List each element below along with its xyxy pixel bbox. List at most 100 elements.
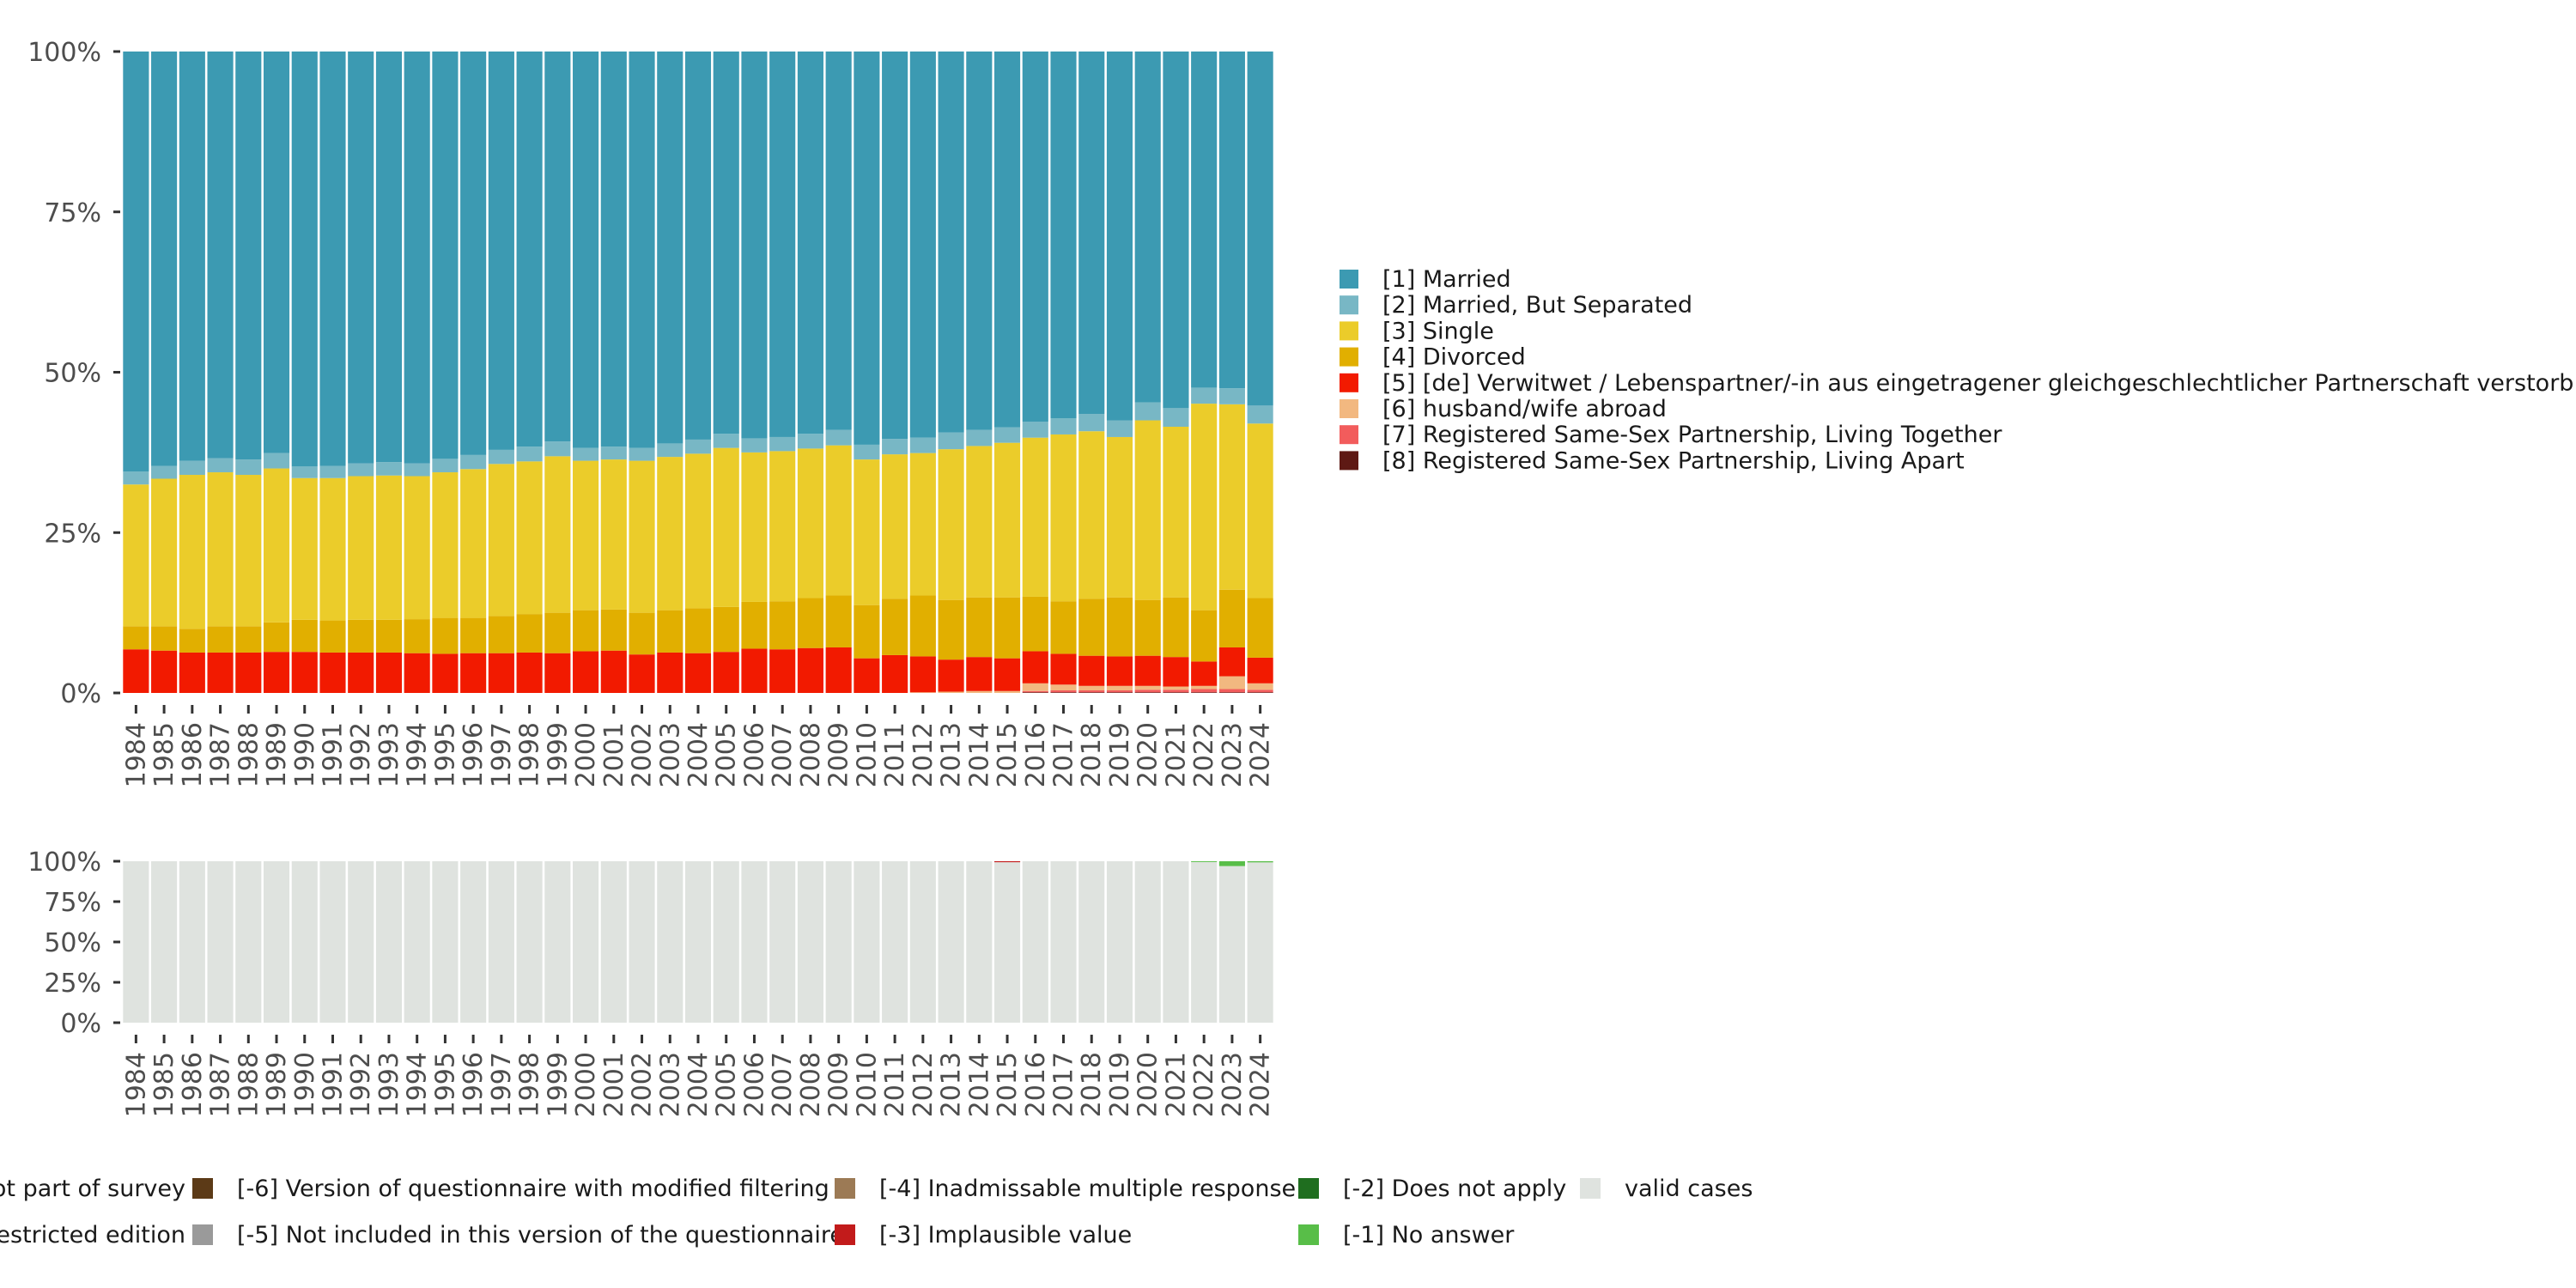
bar-segment — [1163, 408, 1189, 427]
bar-segment — [1050, 434, 1077, 602]
x-tick-label: 2013 — [937, 1052, 967, 1117]
bar-segment — [179, 460, 205, 476]
bar-segment — [1022, 692, 1048, 693]
bar-segment — [1050, 52, 1077, 419]
bar-segment — [319, 52, 346, 466]
bar-segment — [993, 442, 1021, 598]
bar-segment — [432, 617, 459, 654]
bar-segment — [1050, 601, 1077, 654]
bar-segment — [713, 434, 739, 448]
bar-segment — [629, 612, 655, 655]
x-tick-label: 2023 — [1218, 1052, 1248, 1117]
panel-marital-status: 0%25%50%75%100%1984198519861987198819891… — [27, 38, 1275, 787]
bar-segment — [909, 656, 936, 693]
bar-segment — [516, 52, 543, 447]
bar-segment — [1022, 651, 1048, 683]
bar-segment — [460, 653, 487, 693]
bar-segment — [1191, 387, 1218, 404]
bar-segment — [938, 432, 964, 450]
bar-segment — [375, 652, 403, 693]
legend-swatch — [1340, 373, 1358, 392]
bar-segment — [1078, 690, 1105, 693]
x-tick-label: 2007 — [768, 1052, 798, 1117]
bar-segment — [1106, 436, 1133, 598]
x-tick-label: 2014 — [964, 1052, 994, 1117]
x-tick-label: 1992 — [346, 1052, 376, 1117]
bar-segment — [600, 609, 627, 651]
bar-segment — [123, 626, 149, 650]
bar-segment — [1134, 655, 1161, 686]
bar-segment — [1218, 647, 1245, 677]
x-tick-label: 1984 — [121, 722, 151, 787]
x-tick-label: 2002 — [628, 722, 658, 787]
legend-label: [3] Single — [1382, 318, 1494, 344]
x-tick-label: 2016 — [1021, 1052, 1051, 1117]
bar-segment — [684, 608, 712, 653]
legend-label: [1] Married — [1382, 266, 1511, 293]
bar-segment — [966, 429, 993, 447]
bar-segment — [404, 653, 430, 693]
legend-swatch — [1340, 347, 1358, 367]
x-tick-label: 1999 — [543, 722, 573, 787]
x-tick-label: 2010 — [852, 722, 882, 787]
bar-segment — [1163, 426, 1189, 598]
bar-segment — [1134, 685, 1161, 690]
bar-segment — [404, 476, 430, 620]
legend-label: [4] Divorced — [1382, 344, 1526, 371]
x-tick-label: 2002 — [628, 1052, 658, 1117]
bar-segment — [1191, 861, 1218, 862]
legend-swatch — [1340, 399, 1358, 418]
bar-segment — [1163, 657, 1189, 687]
bar-segment — [713, 606, 739, 653]
bar-segment — [854, 605, 880, 659]
bar-segment — [1050, 653, 1077, 685]
bar-segment — [1191, 610, 1218, 662]
bar-segment — [1022, 861, 1048, 1023]
bar-segment — [291, 466, 318, 478]
bar-segment — [657, 861, 683, 1023]
x-tick-label: 2001 — [599, 1052, 629, 1117]
x-tick-label: 1996 — [459, 1052, 489, 1117]
bar-segment — [1191, 661, 1218, 686]
bar-segment — [432, 653, 459, 693]
bar-segment — [544, 653, 571, 693]
y-tick-label: 100% — [27, 848, 101, 878]
bar-segment — [993, 862, 1021, 1023]
bar-segment — [741, 861, 768, 1023]
bar-segment — [1050, 418, 1077, 434]
x-tick-label: 2021 — [1161, 1052, 1191, 1117]
bar-segment — [460, 52, 487, 455]
bar-segment — [1191, 689, 1218, 693]
bar-segment — [741, 452, 768, 602]
bar-segment — [263, 52, 290, 453]
legend-swatch — [1298, 1178, 1319, 1199]
bar-segment — [993, 690, 1021, 693]
x-tick-label: 2001 — [599, 722, 629, 787]
legend-label: [-6] Version of questionnaire with modif… — [237, 1176, 829, 1202]
bar-segment — [348, 52, 374, 464]
x-tick-label: 1985 — [149, 1052, 179, 1117]
x-tick-label: 2003 — [655, 1052, 685, 1117]
bar-segment — [235, 475, 262, 627]
bar-segment — [1022, 52, 1048, 422]
bar-segment — [1134, 690, 1161, 693]
y-tick-label: 0% — [60, 679, 101, 709]
bar-segment — [151, 52, 178, 466]
bar-segment — [319, 620, 346, 653]
bar-segment — [769, 601, 796, 650]
legend-label: [6] husband/wife abroad — [1382, 396, 1667, 422]
bar-segment — [544, 612, 571, 653]
legend-label: [2] Married, But Separated — [1382, 292, 1692, 319]
bar-segment — [1163, 52, 1189, 409]
bar-segment — [1163, 690, 1189, 693]
bar-segment — [573, 610, 599, 652]
x-tick-label: 2024 — [1246, 722, 1276, 787]
bar-segment — [1134, 599, 1161, 656]
bar-segment — [657, 443, 683, 458]
legend-label: [-2] Does not apply — [1343, 1176, 1566, 1202]
bar-segment — [179, 475, 205, 629]
legend-label: [7] Registered Same-Sex Partnership, Liv… — [1382, 422, 2002, 448]
bar-segment — [854, 459, 880, 605]
bar-segment — [629, 447, 655, 461]
bar-segment — [909, 861, 936, 1023]
